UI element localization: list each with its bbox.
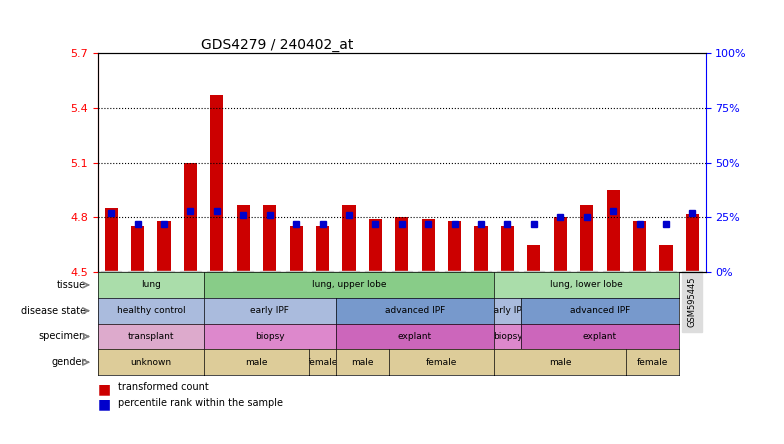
Text: advanced IPF: advanced IPF	[570, 306, 630, 315]
Text: tissue: tissue	[56, 280, 85, 290]
Text: disease state: disease state	[20, 306, 85, 316]
Text: female: female	[637, 358, 669, 367]
Text: lung, upper lobe: lung, upper lobe	[312, 281, 387, 289]
Text: transplant: transplant	[128, 332, 174, 341]
Text: advanced IPF: advanced IPF	[385, 306, 445, 315]
Text: explant: explant	[583, 332, 617, 341]
Bar	[474, 226, 488, 272]
Bar	[659, 245, 673, 272]
Bar	[528, 245, 540, 272]
Bar	[580, 205, 593, 272]
Text: female: female	[307, 358, 338, 367]
Text: female: female	[426, 358, 457, 367]
Bar	[422, 219, 435, 272]
Text: biopsy: biopsy	[492, 332, 522, 341]
Text: GDS4279 / 240402_at: GDS4279 / 240402_at	[201, 38, 354, 52]
Text: specimen: specimen	[38, 332, 85, 341]
Text: early IPF: early IPF	[250, 306, 289, 315]
Bar	[368, 219, 382, 272]
Bar	[343, 205, 356, 272]
Text: early IPF: early IPF	[488, 306, 527, 315]
Bar	[237, 205, 250, 272]
Text: biopsy: biopsy	[255, 332, 285, 341]
Text: explant: explant	[398, 332, 432, 341]
Bar	[686, 214, 699, 272]
Text: lung: lung	[141, 281, 161, 289]
Bar	[263, 205, 276, 272]
Text: ■: ■	[98, 382, 111, 396]
Bar	[184, 163, 197, 272]
Text: gender: gender	[51, 357, 85, 367]
Text: ■: ■	[98, 398, 111, 412]
Text: transformed count: transformed count	[118, 382, 209, 392]
Bar	[210, 95, 223, 272]
Bar	[501, 226, 514, 272]
Bar	[131, 226, 144, 272]
Bar	[633, 221, 646, 272]
Bar	[554, 218, 567, 272]
Text: male: male	[549, 358, 572, 367]
Text: male: male	[245, 358, 268, 367]
Text: unknown: unknown	[130, 358, 172, 367]
Bar	[158, 221, 171, 272]
Bar	[316, 226, 329, 272]
Bar	[448, 221, 461, 272]
Bar	[104, 208, 118, 272]
Text: percentile rank within the sample: percentile rank within the sample	[118, 398, 282, 408]
Bar	[395, 218, 408, 272]
Text: male: male	[351, 358, 373, 367]
Text: lung, lower lobe: lung, lower lobe	[550, 281, 623, 289]
Bar	[289, 226, 303, 272]
Text: healthy control: healthy control	[117, 306, 185, 315]
Bar	[607, 190, 619, 272]
